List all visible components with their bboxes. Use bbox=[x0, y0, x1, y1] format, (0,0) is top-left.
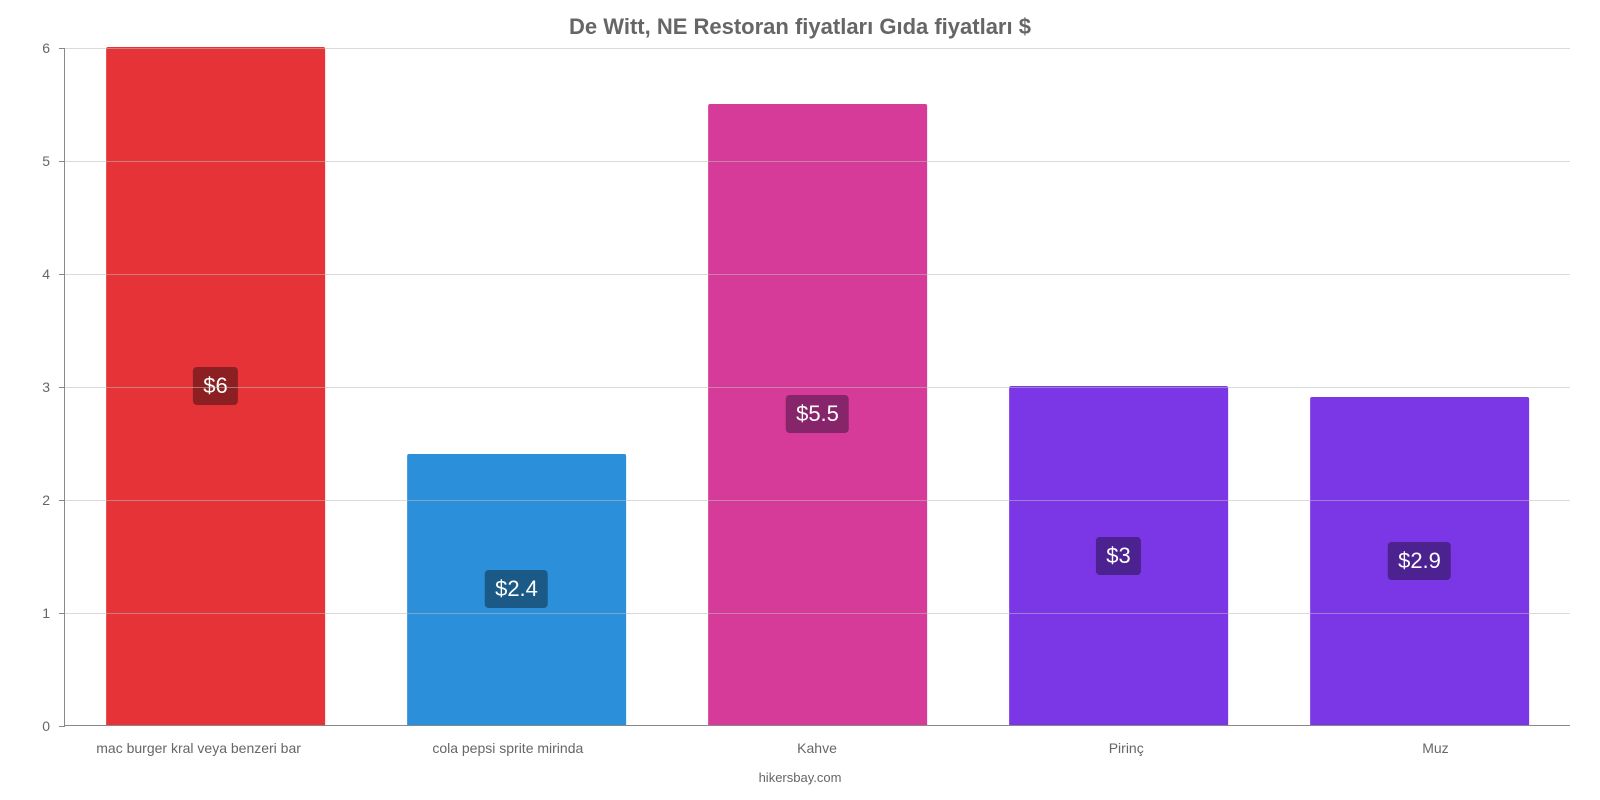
x-axis-label: Muz bbox=[1281, 740, 1590, 756]
value-badge: $2.4 bbox=[485, 570, 548, 608]
grid-line bbox=[65, 161, 1570, 162]
y-tick-label: 6 bbox=[20, 40, 60, 56]
plot-area: $6 $2.4 $5.5 $3 $2.9 bbox=[64, 48, 1570, 726]
y-tick-mark bbox=[59, 387, 65, 388]
y-tick-mark bbox=[59, 613, 65, 614]
x-axis: mac burger kral veya benzeri barcola pep… bbox=[44, 740, 1590, 756]
grid-line bbox=[65, 48, 1570, 49]
x-axis-label: mac burger kral veya benzeri bar bbox=[44, 740, 353, 756]
chart-plot: 0123456 $6$2.4$5.5$3$2.9 bbox=[20, 48, 1580, 726]
bar: $6 bbox=[106, 47, 326, 725]
chart-container: De Witt, NE Restoran fiyatları Gıda fiya… bbox=[0, 0, 1600, 800]
x-axis-label: cola pepsi sprite mirinda bbox=[353, 740, 662, 756]
y-tick-label: 5 bbox=[20, 153, 60, 169]
grid-line bbox=[65, 613, 1570, 614]
y-axis: 0123456 bbox=[20, 48, 60, 726]
y-tick-mark bbox=[59, 48, 65, 49]
grid-line bbox=[65, 500, 1570, 501]
credit-label: hikersbay.com bbox=[0, 770, 1600, 785]
chart-title: De Witt, NE Restoran fiyatları Gıda fiya… bbox=[20, 14, 1580, 40]
value-badge: $5.5 bbox=[786, 395, 849, 433]
grid-line bbox=[65, 387, 1570, 388]
y-tick-mark bbox=[59, 161, 65, 162]
bar: $3 bbox=[1009, 386, 1229, 725]
y-tick-label: 2 bbox=[20, 492, 60, 508]
value-badge: $3 bbox=[1096, 537, 1140, 575]
y-tick-label: 1 bbox=[20, 605, 60, 621]
y-tick-label: 0 bbox=[20, 718, 60, 734]
x-axis-label: Pirinç bbox=[972, 740, 1281, 756]
bar: $2.4 bbox=[407, 454, 627, 725]
value-badge: $6 bbox=[193, 367, 237, 405]
value-badge: $2.9 bbox=[1388, 542, 1451, 580]
x-axis-label: Kahve bbox=[662, 740, 971, 756]
y-tick-mark bbox=[59, 274, 65, 275]
grid-line bbox=[65, 274, 1570, 275]
y-tick-mark bbox=[59, 500, 65, 501]
y-tick-label: 4 bbox=[20, 266, 60, 282]
bar: $2.9 bbox=[1310, 397, 1530, 725]
y-tick-label: 3 bbox=[20, 379, 60, 395]
y-tick-mark bbox=[59, 726, 65, 727]
bar: $5.5 bbox=[708, 104, 928, 726]
